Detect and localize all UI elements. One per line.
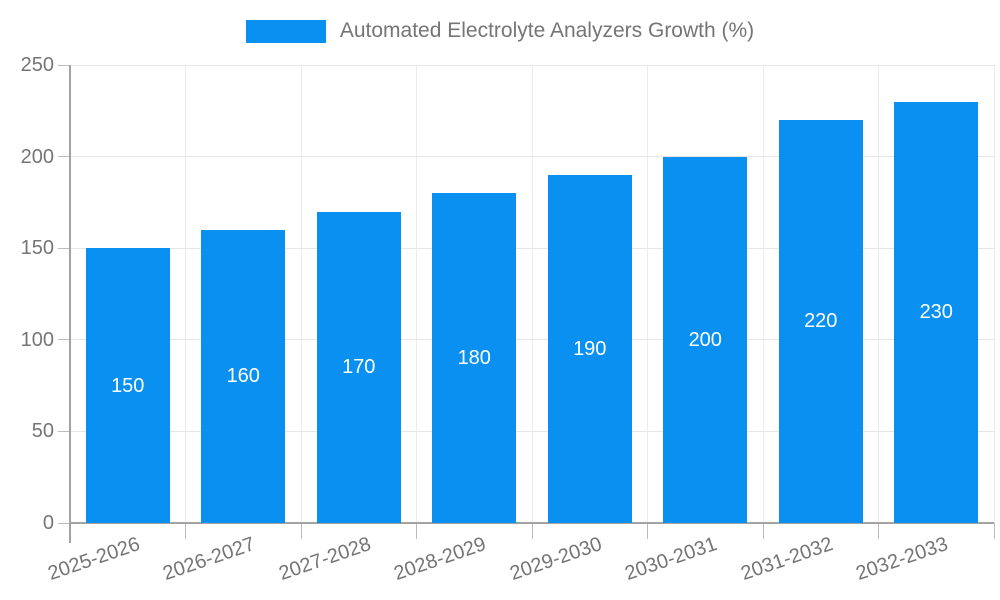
bar-value-label: 230 [919, 301, 953, 324]
vertical-gridline [762, 65, 764, 523]
legend-swatch [245, 19, 326, 43]
x-axis-tick [185, 523, 186, 539]
bar[interactable]: 200 [663, 156, 748, 523]
y-axis-tick [58, 247, 70, 249]
x-tick-label: 2032-2033 [853, 533, 952, 585]
bar-value-label: 190 [573, 337, 607, 360]
legend[interactable]: Automated Electrolyte Analyzers Growth (… [0, 16, 1000, 46]
x-axis-tick [531, 523, 533, 539]
x-axis-tick [647, 523, 648, 539]
bar-value-label: 160 [226, 365, 260, 388]
vertical-gridline [185, 65, 186, 523]
y-tick-label: 250 [20, 54, 54, 76]
bar[interactable]: 190 [547, 174, 632, 523]
x-axis-tick [878, 523, 879, 539]
legend-label: Automated Electrolyte Analyzers Growth (… [339, 19, 755, 42]
bar-value-label: 180 [457, 347, 491, 370]
x-axis-tick [300, 523, 302, 539]
bar-value-label: 170 [342, 356, 376, 379]
y-tick-label: 0 [42, 512, 54, 534]
bar-value-label: 150 [111, 374, 145, 397]
bar[interactable]: 180 [432, 193, 517, 523]
bar[interactable]: 160 [201, 229, 286, 523]
y-axis-tick [58, 64, 70, 66]
bar-value-label: 220 [804, 310, 838, 333]
vertical-gridline [300, 65, 302, 523]
x-axis-line [70, 522, 994, 524]
bar[interactable]: 230 [894, 101, 979, 523]
x-axis-tick [416, 523, 417, 539]
vertical-gridline [531, 65, 533, 523]
y-axis-tick [58, 156, 70, 158]
y-axis-tick [58, 339, 70, 341]
y-tick-label: 200 [20, 145, 54, 168]
vertical-gridline [993, 65, 995, 523]
x-axis-tick [762, 523, 764, 539]
x-axis-tick [993, 523, 995, 539]
vertical-gridline [647, 65, 648, 523]
y-tick-label: 100 [20, 328, 54, 351]
bar[interactable]: 220 [778, 119, 863, 523]
bar[interactable]: 170 [316, 211, 401, 523]
bar[interactable]: 150 [85, 248, 170, 523]
vertical-gridline [416, 65, 417, 523]
y-tick-label: 150 [20, 237, 54, 260]
bar-value-label: 200 [688, 328, 722, 351]
y-axis-tick [58, 522, 70, 524]
vertical-gridline [878, 65, 879, 523]
y-axis-line [69, 65, 71, 543]
y-tick-label: 50 [31, 420, 54, 443]
y-axis-tick [58, 430, 70, 432]
